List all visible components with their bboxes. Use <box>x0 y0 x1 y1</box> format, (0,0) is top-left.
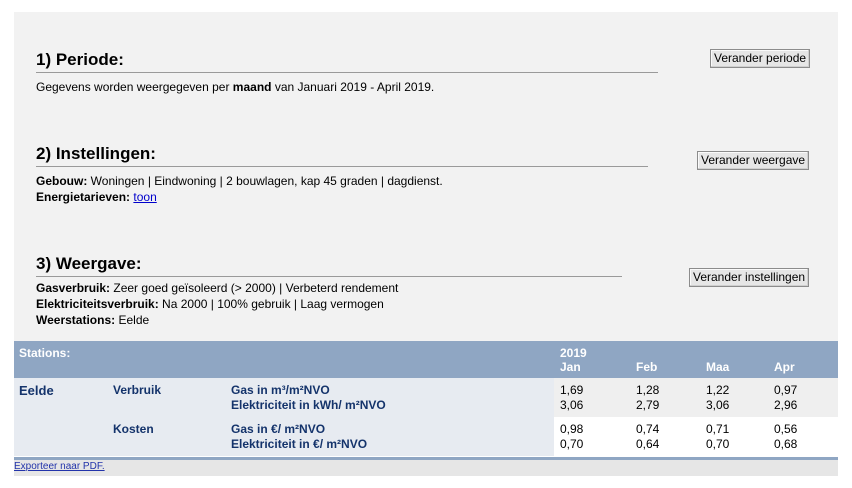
periode-section: 1) Periode: Gegevens worden weergegeven … <box>36 50 658 95</box>
gas-line: Gasverbruik: Zeer goed geïsoleerd (> 200… <box>36 281 399 295</box>
row-label: Gas in €/ m²NVO <box>231 422 326 436</box>
weergave-title: 3) Weergave: <box>36 254 622 277</box>
settings-panel: 1) Periode: Gegevens worden weergegeven … <box>14 12 838 342</box>
value-cell: 0,70 <box>560 437 584 451</box>
value-cell: 2,79 <box>636 398 660 412</box>
value-cell: 3,06 <box>560 398 584 412</box>
table-footer: Exporteer naar PDF. <box>14 457 838 476</box>
value-cell: 1,69 <box>560 383 584 397</box>
change-settings-button[interactable]: Verander instellingen <box>689 268 810 287</box>
show-tariffs-link[interactable]: toon <box>133 190 157 204</box>
instellingen-section: 2) Instellingen: Gebouw: Woningen | Eind… <box>36 144 648 205</box>
periode-title: 1) Periode: <box>36 50 658 73</box>
elek-line: Elektriciteitsverbruik: Na 2000 | 100% g… <box>36 297 384 311</box>
row-label: Gas in m³/m²NVO <box>231 383 330 397</box>
tarief-line: Energietarieven: toon <box>36 190 157 204</box>
value-cell: 1,28 <box>636 383 660 397</box>
stations-header: Stations: <box>19 346 71 360</box>
value-cell: 0,97 <box>774 383 798 397</box>
value-cell: 3,06 <box>706 398 730 412</box>
table-row: Eelde Verbruik Gas in m³/m²NVO Elektrici… <box>14 378 838 417</box>
export-pdf-link[interactable]: Exporteer naar PDF. <box>14 461 105 472</box>
periode-text: Gegevens worden weergegeven per maand va… <box>36 80 435 94</box>
month-header-feb: Feb <box>636 360 658 374</box>
row-label: Elektriciteit in €/ m²NVO <box>231 437 368 451</box>
value-cell: 0,71 <box>706 422 730 436</box>
month-header-maa: Maa <box>706 360 730 374</box>
row-label: Elektriciteit in kWh/ m²NVO <box>231 398 386 412</box>
row-group-label: Kosten <box>113 422 154 436</box>
value-cell: 0,74 <box>636 422 660 436</box>
value-cell: 0,98 <box>560 422 584 436</box>
table-row: Kosten Gas in €/ m²NVO Elektriciteit in … <box>14 417 838 456</box>
value-cell: 0,70 <box>706 437 730 451</box>
gebouw-line: Gebouw: Woningen | Eindwoning | 2 bouwla… <box>36 174 443 188</box>
value-cell: 1,22 <box>706 383 730 397</box>
value-cell: 0,68 <box>774 437 798 451</box>
value-cell: 0,56 <box>774 422 798 436</box>
row-group-label: Verbruik <box>113 383 162 397</box>
month-header-jan: Jan <box>560 360 581 374</box>
year-header: 2019 <box>560 346 587 360</box>
change-view-button[interactable]: Verander weergave <box>697 151 810 170</box>
instellingen-title: 2) Instellingen: <box>36 144 648 167</box>
value-cell: 2,96 <box>774 398 798 412</box>
station-name: Eelde <box>19 383 54 398</box>
results-table-header: Stations: 2019 Jan Feb Maa Apr <box>14 341 838 378</box>
month-header-apr: Apr <box>774 360 795 374</box>
value-cell: 0,64 <box>636 437 660 451</box>
weer-line: Weerstations: Eelde <box>36 313 150 327</box>
change-period-button[interactable]: Verander periode <box>710 49 811 68</box>
weergave-section: 3) Weergave: Gasverbruik: Zeer goed geïs… <box>36 254 622 328</box>
